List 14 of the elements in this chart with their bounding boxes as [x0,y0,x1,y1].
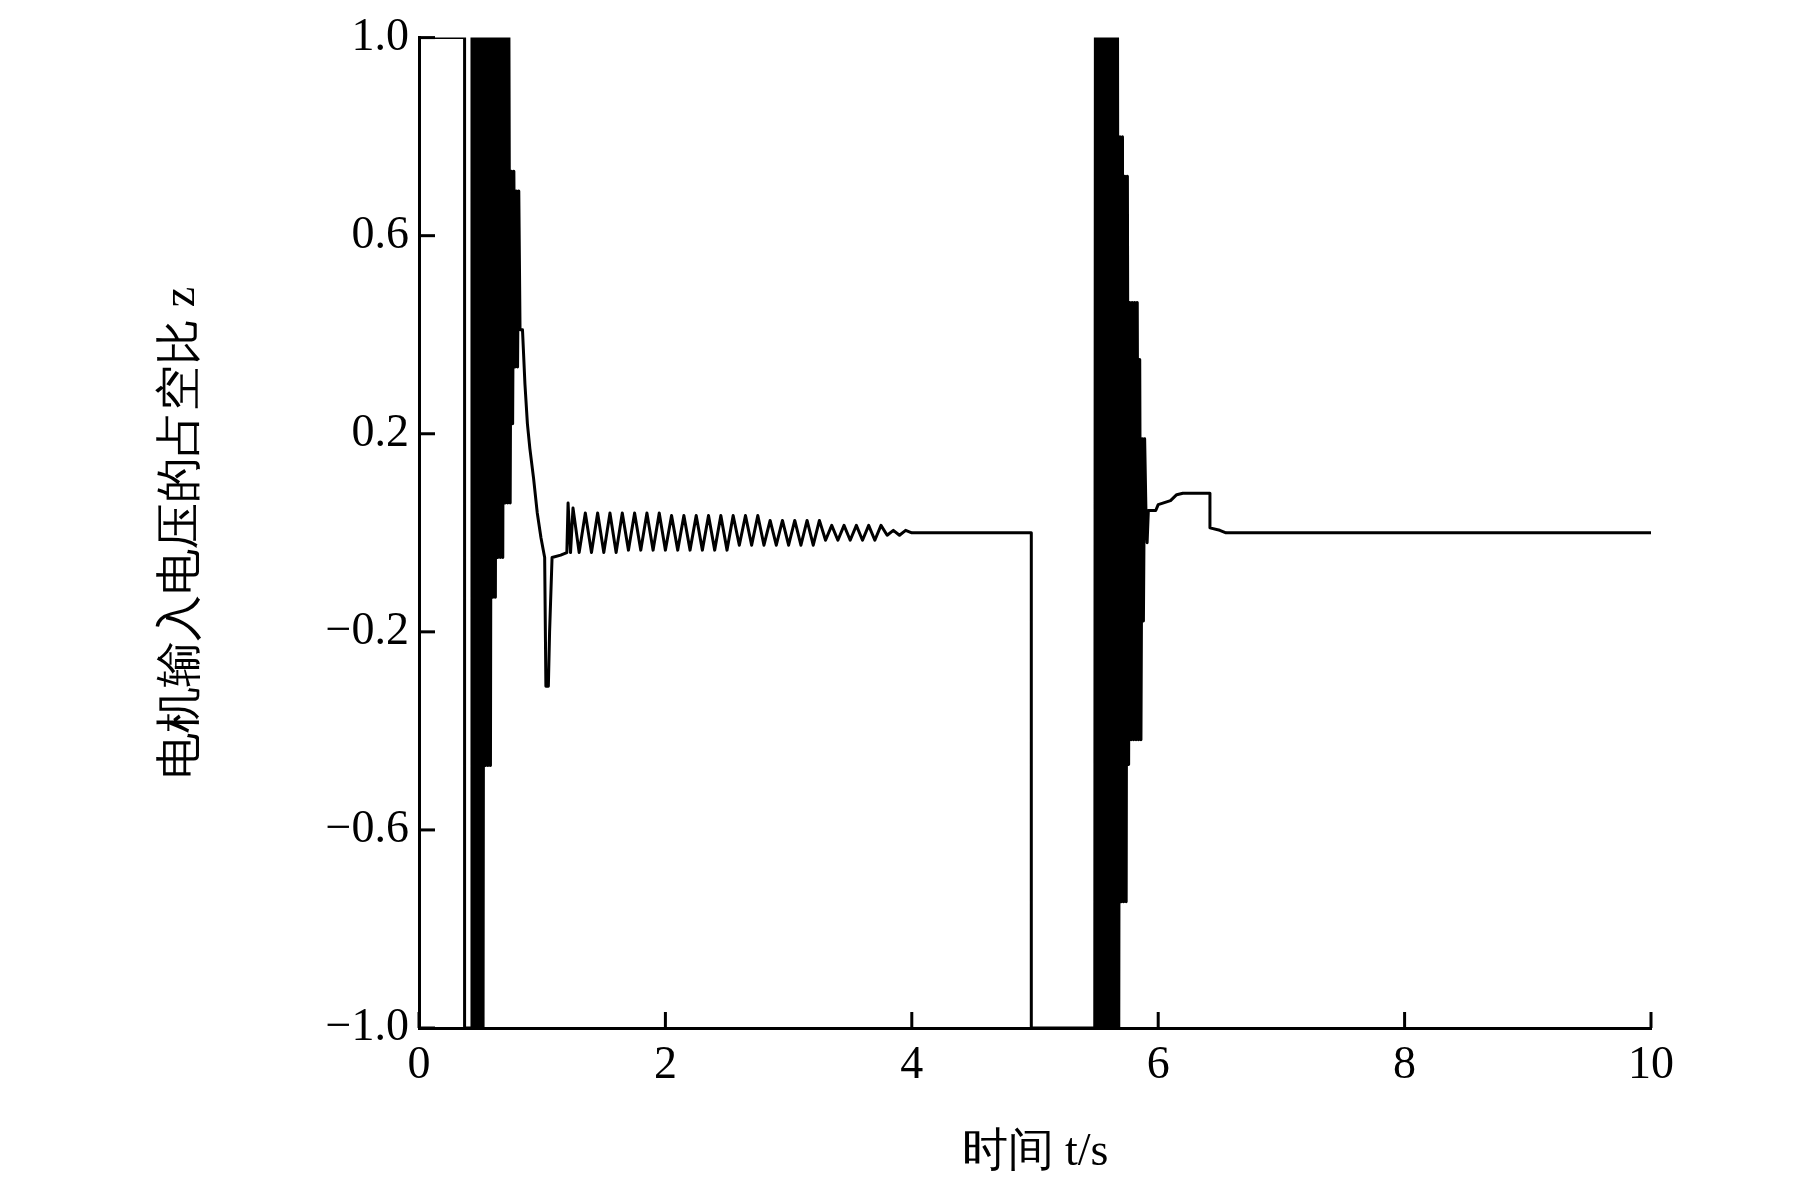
y-tick-label: 1.0 [351,8,409,60]
x-tick-label: 10 [1628,1036,1674,1088]
x-tick-label: 0 [407,1036,431,1088]
x-tick-label: 6 [1146,1036,1170,1088]
y-tick-label: −1.0 [325,999,409,1051]
x-tick-label: 4 [900,1036,924,1088]
y-tick-label: 0.2 [351,404,409,456]
y-axis-title: 电机输入电压的占空比 z [152,286,204,779]
y-tick-label: −0.2 [325,602,409,654]
y-tick-label: 0.6 [351,206,409,258]
x-tick-label: 2 [653,1036,677,1088]
x-axis-title: 时间 t/s [961,1124,1109,1176]
y-tick-label: −0.6 [325,801,409,852]
x-tick-label: 8 [1393,1036,1417,1088]
